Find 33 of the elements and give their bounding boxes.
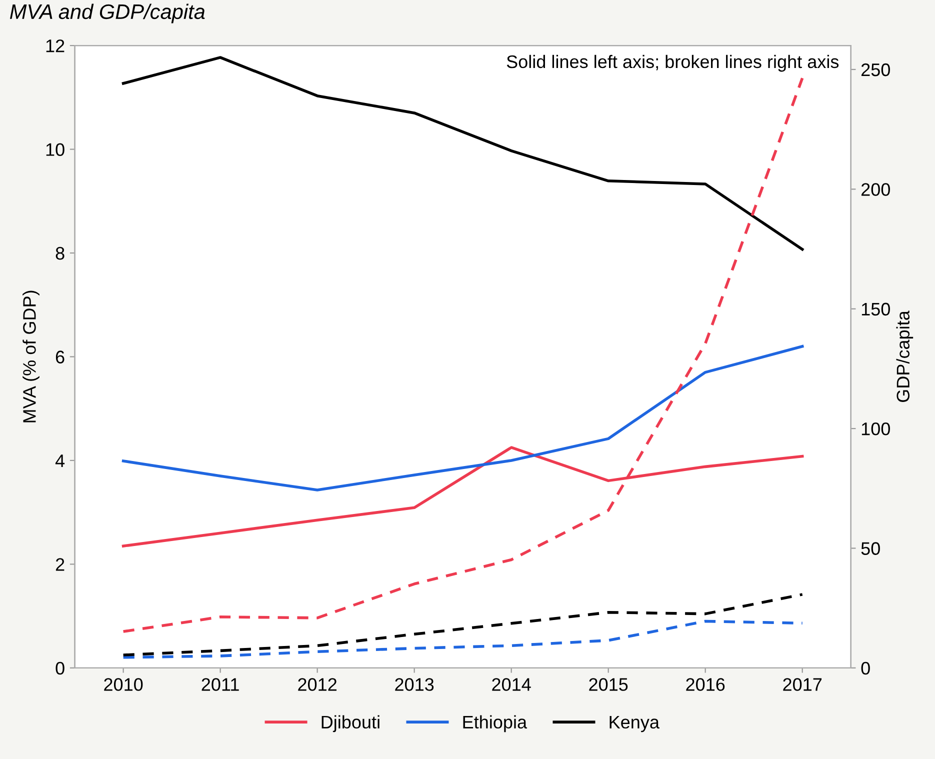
x-tick-label: 2015 xyxy=(589,678,628,691)
y-tick-label: 6 xyxy=(56,350,64,364)
x-tick-label: 2014 xyxy=(492,678,531,691)
line-series xyxy=(122,56,804,251)
y-axis-title: MVA (% of GDP) xyxy=(22,290,40,422)
legend-label: Ethiopia xyxy=(463,715,528,732)
y-tick-label: 8 xyxy=(56,246,64,260)
legend-label: Djibouti xyxy=(322,715,380,732)
x-tick-label: 2011 xyxy=(202,678,239,691)
y2-tick-label: 200 xyxy=(861,183,890,196)
x-tick-label: 2017 xyxy=(783,678,822,691)
x-tick-label: 2012 xyxy=(298,678,336,691)
line-series xyxy=(122,593,804,656)
legend-label: Kenya xyxy=(610,716,660,732)
y2-tick-label: 50 xyxy=(861,542,880,555)
y-tick-label: 0 xyxy=(56,662,64,675)
line-series xyxy=(122,344,804,492)
y-tick-label: 2 xyxy=(56,558,64,571)
y-tick-label: 10 xyxy=(46,143,64,156)
y2-tick-label: 150 xyxy=(862,302,890,316)
annotation: Solid lines left axis; broken lines right axis xyxy=(506,54,839,72)
y2-tick-label: 0 xyxy=(861,662,870,675)
x-tick-label: 2013 xyxy=(395,678,434,691)
line-series xyxy=(122,76,804,633)
y2-tick-label: 100 xyxy=(862,422,890,436)
y2-tick-label: 250 xyxy=(861,63,890,76)
y-tick-label: 4 xyxy=(55,454,65,467)
y2-axis-title: GDP/capita xyxy=(896,310,914,402)
y-tick-label: 12 xyxy=(46,39,64,52)
chart-title: MVA and GDP/capita xyxy=(10,4,205,24)
line-series xyxy=(122,620,804,659)
x-tick-label: 2016 xyxy=(686,678,725,691)
x-tick-label: 2010 xyxy=(104,678,143,691)
